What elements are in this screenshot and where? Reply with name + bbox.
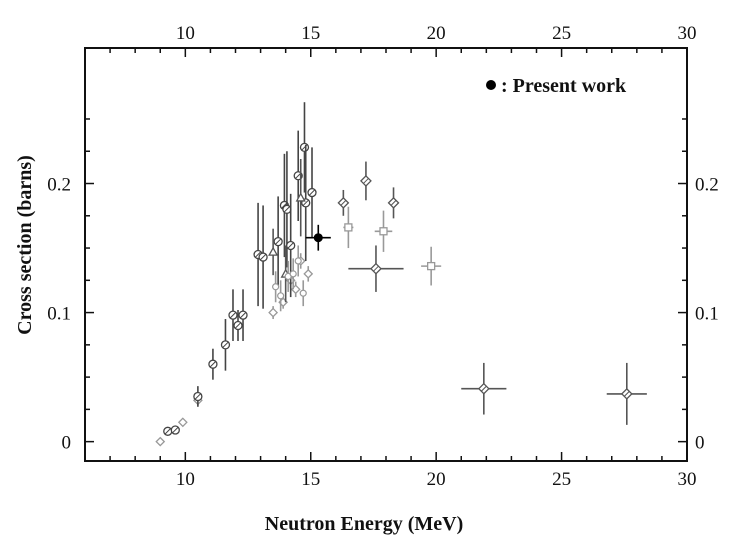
data-point	[360, 161, 372, 201]
data-point	[343, 206, 354, 249]
axis-ticks	[84, 48, 688, 461]
data-point	[277, 280, 285, 312]
point-marker	[155, 436, 166, 447]
data-point	[294, 245, 302, 277]
data-point	[193, 386, 203, 407]
data-point	[272, 271, 280, 303]
data-point	[307, 147, 317, 238]
point-marker-slash	[229, 312, 237, 319]
point-marker-hatch	[390, 200, 397, 206]
data-point	[220, 319, 231, 371]
x-tick-label-top: 25	[552, 23, 571, 44]
point-marker-slash	[274, 238, 282, 245]
y-tick-label-right: 0.1	[695, 304, 719, 325]
point-marker-hatch	[623, 391, 630, 397]
data-point	[301, 144, 311, 261]
point-marker-slash	[287, 242, 294, 249]
plot-frame	[84, 47, 688, 462]
data-point	[303, 266, 314, 282]
point-marker	[426, 261, 436, 271]
x-tick-label-bottom: 10	[176, 469, 195, 490]
y-axis-title: Cross section (barns)	[14, 155, 36, 335]
x-tick-label-bottom: 20	[427, 469, 446, 490]
y-tick-label-right: 0	[695, 433, 705, 454]
point-marker-slash	[172, 426, 179, 434]
x-tick-label-bottom: 15	[301, 469, 320, 490]
data-point	[337, 189, 350, 216]
data-point	[286, 193, 296, 298]
data-point	[606, 362, 647, 425]
point-marker-slash	[308, 189, 316, 196]
point-marker-hatch	[363, 178, 369, 184]
point-marker	[299, 289, 307, 297]
data-point	[305, 224, 331, 251]
point-marker	[295, 192, 306, 202]
point-marker	[277, 292, 285, 300]
legend-label: : Present work	[501, 75, 627, 97]
point-marker	[379, 227, 388, 236]
point-marker-hatch	[340, 200, 347, 206]
data-point	[228, 289, 238, 341]
data-point	[163, 426, 173, 436]
point-marker-slash	[302, 199, 309, 207]
point-marker	[177, 417, 188, 428]
point-marker-hatch	[480, 385, 487, 392]
point-marker	[272, 283, 280, 291]
point-marker	[313, 233, 323, 243]
data-point	[258, 205, 268, 309]
point-marker	[268, 246, 279, 256]
data-point	[208, 348, 218, 380]
data-point	[284, 260, 292, 292]
x-tick-label-top: 30	[678, 23, 697, 44]
point-marker-slash	[254, 251, 262, 258]
data-point	[299, 280, 307, 307]
y-tick-label-left: 0.2	[47, 175, 71, 196]
y-tick-label-right: 0.2	[695, 175, 719, 196]
x-tick-label-top: 20	[427, 23, 446, 44]
data-point	[155, 436, 166, 447]
point-marker-hatch	[373, 265, 379, 272]
data-point	[295, 158, 306, 237]
data-point	[461, 362, 507, 415]
x-tick-label-top: 10	[176, 23, 195, 44]
point-marker	[303, 268, 314, 279]
data-point	[374, 210, 393, 252]
data-point	[421, 246, 442, 286]
legend: : Present work	[486, 75, 627, 97]
x-tick-label-top: 15	[301, 23, 320, 44]
point-marker-slash	[222, 341, 229, 348]
point-marker	[294, 257, 302, 265]
y-tick-label-left: 0	[62, 433, 72, 454]
point-marker-slash	[234, 322, 242, 329]
point-marker-slash	[194, 393, 202, 400]
point-marker-slash	[209, 361, 217, 368]
x-tick-label-bottom: 30	[678, 469, 697, 490]
data-point	[299, 102, 310, 193]
x-axis-title: Neutron Energy (MeV)	[265, 513, 463, 535]
legend-marker-filled-circle	[486, 80, 496, 90]
x-tick-label-bottom: 25	[552, 469, 571, 490]
point-marker-slash	[164, 428, 171, 435]
data-point	[170, 425, 180, 435]
data-point	[387, 187, 400, 219]
data-point	[233, 309, 243, 341]
point-marker	[289, 270, 297, 278]
point-marker-slash	[283, 206, 291, 213]
point-marker-slash	[259, 253, 267, 261]
data-point	[268, 306, 279, 320]
data-point	[268, 228, 279, 276]
data-points	[155, 102, 647, 447]
data-point	[348, 245, 404, 292]
data-point	[177, 417, 188, 428]
data-point	[273, 196, 283, 287]
y-tick-label-left: 0.1	[47, 304, 71, 325]
point-marker-slash	[239, 312, 247, 319]
tick-labels: 10 10 15 15 20 20 25 25 30 30 0 0 0.1 0.1 0.2 0.2	[47, 23, 719, 490]
point-marker	[268, 307, 279, 318]
point-marker	[344, 223, 353, 232]
data-point	[289, 258, 297, 290]
data-point	[238, 289, 248, 341]
